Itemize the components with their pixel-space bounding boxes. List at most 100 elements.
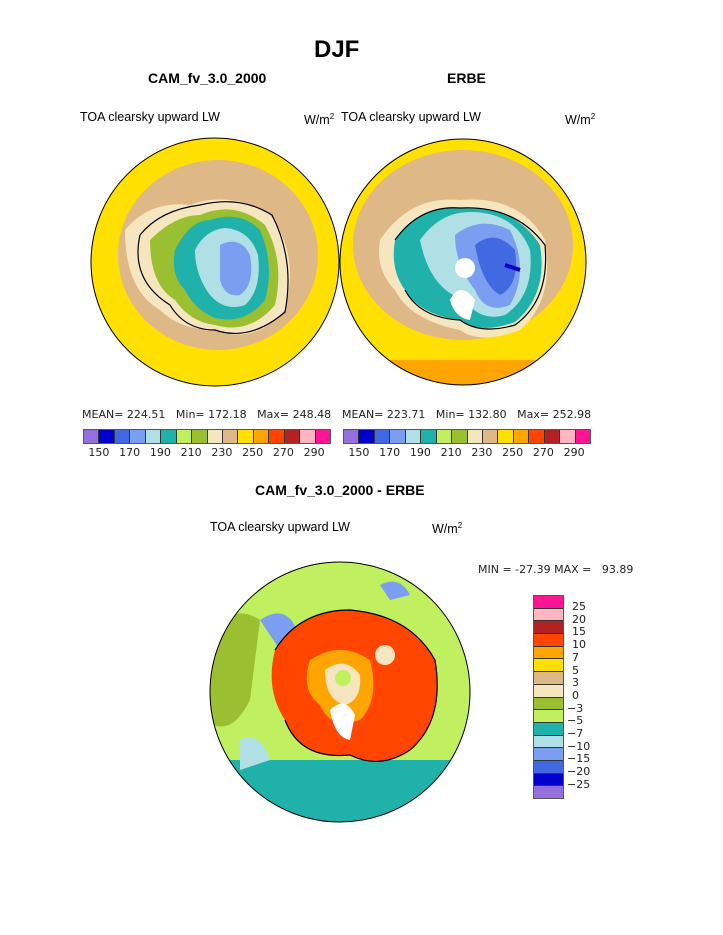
colorbar-tick-label: 20 [572, 612, 586, 626]
colorbar-tick-label: 210 [440, 446, 462, 459]
colorbar-tick-label: −15 [567, 752, 591, 766]
colorbar-swatch [534, 760, 563, 774]
colorbar-swatch [534, 659, 563, 673]
colorbar-swatch [192, 430, 208, 443]
min-value: Min= 132.80 [435, 408, 507, 421]
panel-units: W/m2 [304, 112, 334, 127]
colorbar-model [83, 429, 331, 444]
colorbar-swatch [145, 430, 162, 443]
colorbar-swatch [534, 634, 563, 647]
page-title: DJF [314, 36, 360, 63]
colorbar-tick-label: 250 [502, 446, 524, 459]
colorbar-swatch [222, 430, 239, 443]
colorbar-diff [533, 595, 564, 799]
panel-subtitle-obs: ERBE [447, 70, 486, 86]
units-text: W/m [432, 522, 458, 537]
colorbar-tick-label: 290 [563, 446, 585, 459]
colorbar-swatch [534, 735, 563, 749]
mean-value: MEAN= 223.71 [342, 408, 426, 421]
colorbar-swatch [436, 430, 453, 443]
colorbar-swatch [534, 684, 563, 698]
diff-units: W/m2 [432, 521, 462, 536]
map-border [209, 561, 471, 823]
colorbar-swatch [253, 430, 270, 443]
colorbar-swatch [390, 430, 406, 443]
colorbar-tick-label: 230 [471, 446, 493, 459]
map-border [339, 138, 587, 386]
colorbar-swatch [84, 430, 100, 443]
colorbar-tick-label: 25 [572, 600, 586, 613]
diff-minmax: MIN = -27.39 MAX = 93.89 [478, 563, 634, 576]
units-text: W/m [304, 113, 330, 128]
colorbar-tick-label: 230 [211, 446, 233, 459]
colorbar-swatch [374, 430, 391, 443]
colorbar-swatch [513, 430, 530, 443]
colorbar-swatch [421, 430, 437, 443]
colorbar-swatch [498, 430, 514, 443]
colorbar-swatch [452, 430, 468, 443]
colorbar-tick-label: 170 [119, 446, 141, 459]
colorbar-tick-label: 210 [180, 446, 202, 459]
colorbar-swatch [529, 430, 545, 443]
colorbar-swatch [534, 710, 563, 723]
model-map [91, 138, 339, 386]
colorbar-swatch [534, 621, 563, 635]
colorbar-swatch [534, 773, 563, 787]
obs-map [340, 139, 586, 385]
colorbar-swatch [534, 608, 563, 622]
colorbar-tick-label: 190 [149, 446, 171, 459]
colorbar-swatch [534, 722, 563, 736]
colorbar-swatch [207, 430, 223, 443]
units-exp: 2 [457, 521, 463, 530]
colorbar-swatch [534, 672, 563, 685]
units-text: W/m [565, 113, 591, 128]
colorbar-swatch [344, 430, 360, 443]
colorbar-swatch [315, 430, 330, 443]
colorbar-tick-label: 250 [242, 446, 264, 459]
diff-subtitle: CAM_fv_3.0_2000 - ERBE [255, 482, 425, 498]
mean-value: MEAN= 224.51 [82, 408, 166, 421]
colorbar-swatch [544, 430, 561, 443]
colorbar-tick-label: 150 [348, 446, 370, 459]
colorbar-swatch [405, 430, 422, 443]
units-exp: 2 [590, 112, 596, 121]
colorbar-swatch [161, 430, 177, 443]
colorbar-tick-label: 270 [272, 446, 294, 459]
colorbar-swatch [269, 430, 285, 443]
panel-units: W/m2 [565, 112, 595, 127]
colorbar-tick-label: −7 [567, 727, 584, 740]
colorbar-swatch [534, 697, 563, 711]
colorbar-swatch [130, 430, 146, 443]
colorbar-ticks-obs: 150 170 190 210 230 250 270 290 [343, 446, 589, 460]
colorbar-tick-label: 0 [572, 688, 579, 702]
colorbar-tick-label: 10 [572, 638, 586, 652]
max-value: Max= 252.98 [517, 408, 592, 421]
colorbar-tick-label: 290 [303, 446, 325, 459]
colorbar-swatch [176, 430, 193, 443]
panel-subtitle-model: CAM_fv_3.0_2000 [148, 70, 267, 86]
colorbar-obs [343, 429, 591, 444]
colorbar-tick-label: 170 [379, 446, 401, 459]
colorbar-tick-label: −20 [567, 765, 591, 779]
colorbar-swatch [284, 430, 301, 443]
diff-left-label: TOA clearsky upward LW [210, 520, 350, 534]
colorbar-tick-label: −10 [567, 739, 591, 753]
model-stats: MEAN= 224.51 Min= 172.18 Max= 248.48 [82, 408, 331, 421]
colorbar-swatch [114, 430, 131, 443]
colorbar-swatch [359, 430, 375, 443]
colorbar-tick-label: 7 [572, 650, 579, 664]
colorbar-tick-label: 3 [572, 676, 579, 690]
colorbar-swatch [534, 596, 563, 609]
max-value: Max= 248.48 [257, 408, 332, 421]
colorbar-swatch [300, 430, 316, 443]
colorbar-tick-label: 150 [88, 446, 110, 459]
panel-left-label: TOA clearsky upward LW [341, 110, 481, 124]
colorbar-tick-label: −3 [567, 701, 584, 715]
map-border [90, 137, 340, 387]
obs-stats: MEAN= 223.71 Min= 132.80 Max= 252.98 [342, 408, 591, 421]
colorbar-tick-label: 270 [532, 446, 554, 459]
colorbar-swatch [482, 430, 499, 443]
difference-map [210, 562, 470, 822]
colorbar-swatch [99, 430, 115, 443]
